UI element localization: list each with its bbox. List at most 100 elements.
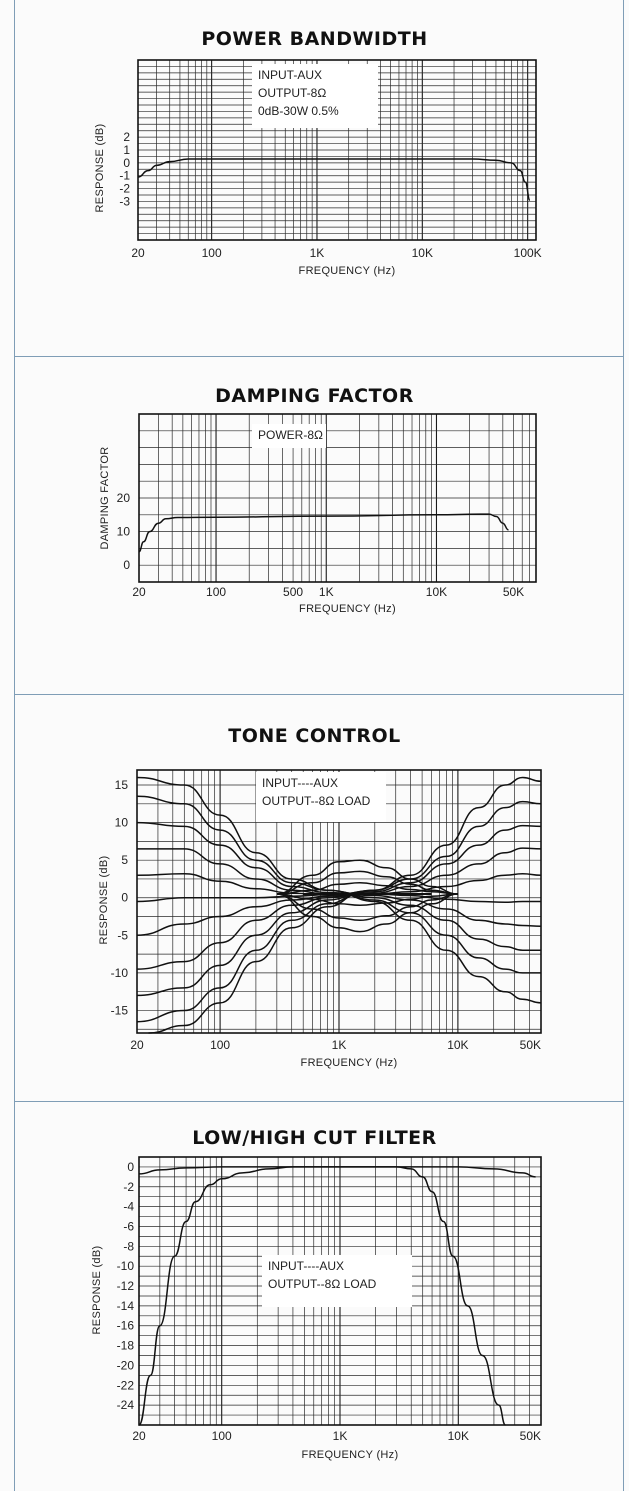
y-tick-label: -16	[117, 1319, 135, 1333]
y-tick-label: 10	[115, 816, 129, 830]
y-tick-label: 2	[123, 130, 130, 144]
annotation-text: 0dB-30W 0.5%	[258, 104, 339, 118]
y-axis-label: RESPONSE (dB)	[98, 856, 110, 945]
x-tick-label: 20	[130, 1038, 144, 1052]
y-tick-label: -15	[111, 1003, 129, 1017]
y-tick-label: -10	[117, 1259, 135, 1273]
page-right-rule	[623, 0, 624, 1491]
panel-divider	[14, 356, 624, 357]
y-tick-label: -18	[117, 1339, 135, 1353]
response-curve	[136, 821, 432, 895]
y-tick-label: 15	[115, 778, 129, 792]
y-tick-label: -2	[123, 1180, 134, 1194]
annotation-text: INPUT----AUX	[268, 1259, 344, 1273]
response-curve	[137, 158, 531, 201]
y-tick-label: 1	[123, 143, 130, 157]
annotation-text: OUTPUT--8Ω LOAD	[262, 794, 371, 808]
annotation-text: OUTPUT--8Ω LOAD	[268, 1277, 377, 1291]
power-bandwidth-title: POWER BANDWIDTH	[201, 28, 428, 50]
damping-factor-title: DAMPING FACTOR	[215, 385, 414, 407]
y-tick-label: -2	[119, 182, 130, 196]
y-tick-label: -1	[119, 169, 130, 183]
y-tick-label: 10	[117, 525, 131, 539]
annotation-box	[252, 424, 326, 448]
y-tick-label: 0	[123, 558, 130, 572]
x-tick-label: 500	[283, 585, 303, 599]
y-axis-label: DAMPING FACTOR	[99, 446, 111, 549]
panel-divider	[14, 694, 624, 695]
x-tick-label: 100K	[514, 246, 542, 260]
y-tick-label: -24	[117, 1398, 135, 1412]
response-curve	[276, 881, 458, 895]
y-tick-label: 0	[127, 1160, 134, 1174]
y-tick-label: -6	[123, 1219, 134, 1233]
annotation-box	[262, 1255, 412, 1307]
y-tick-label: 0	[123, 156, 130, 170]
response-curve	[138, 1166, 536, 1178]
response-curve	[138, 1166, 397, 1426]
y-tick-label: -3	[119, 194, 130, 208]
response-curve	[136, 893, 432, 1023]
y-tick-label: -12	[117, 1279, 135, 1293]
x-tick-label: 10K	[447, 1038, 468, 1052]
y-tick-label: 0	[121, 891, 128, 905]
y-tick-label: -10	[111, 966, 129, 980]
x-tick-label: 50K	[520, 1038, 541, 1052]
annotation-box	[252, 64, 378, 128]
response-curve	[276, 893, 458, 907]
x-axis-label: FREQUENCY (Hz)	[299, 603, 396, 615]
x-axis-label: FREQUENCY (Hz)	[301, 1057, 398, 1069]
response-curve	[276, 859, 458, 895]
chart-4-group: INPUT----AUX OUTPUT--8Ω LOAD 20 100 1K 10K 50K…	[91, 1156, 542, 1461]
tone-control-title: TONE CONTROL	[228, 725, 401, 747]
y-axis-label: RESPONSE (dB)	[94, 124, 106, 213]
x-tick-label: 1K	[310, 246, 325, 260]
response-curve	[138, 513, 509, 553]
response-curve	[276, 893, 458, 922]
x-tick-label: 1K	[332, 1038, 347, 1052]
y-tick-label: 20	[117, 491, 131, 505]
y-tick-label: -14	[117, 1299, 135, 1313]
x-tick-label: 20	[132, 1429, 146, 1443]
panel-divider	[14, 1101, 624, 1102]
x-axis-label: FREQUENCY (Hz)	[299, 265, 396, 277]
x-tick-label: 1K	[333, 1429, 348, 1443]
annotation-text: INPUT-AUX	[258, 68, 322, 82]
x-tick-label: 10K	[412, 246, 433, 260]
annotation-text: OUTPUT-8Ω	[258, 86, 326, 100]
x-tick-label: 20	[131, 246, 145, 260]
plot-frame	[138, 413, 537, 583]
y-tick-label: -22	[117, 1378, 135, 1392]
plot-frame	[138, 1156, 542, 1426]
annotation-text: POWER-8Ω	[258, 428, 323, 442]
x-tick-label: 100	[212, 1429, 232, 1443]
x-tick-label: 100	[202, 246, 222, 260]
y-tick-label: 5	[121, 853, 128, 867]
y-axis-label: RESPONSE (dB)	[91, 1246, 103, 1335]
response-curve	[303, 893, 542, 1004]
response-curve	[396, 1166, 507, 1426]
y-tick-label: -20	[117, 1358, 135, 1372]
response-curve	[276, 870, 458, 895]
plot-frame	[137, 59, 537, 241]
x-tick-label: 20	[132, 585, 146, 599]
x-tick-label: 1K	[319, 585, 334, 599]
annotation-box	[256, 772, 386, 822]
annotation-text: INPUT----AUX	[262, 776, 338, 790]
x-tick-label: 10K	[426, 585, 447, 599]
x-tick-label: 100	[210, 1038, 230, 1052]
y-tick-label: -8	[123, 1239, 134, 1253]
response-curve	[136, 893, 432, 997]
y-tick-label: -4	[123, 1200, 134, 1214]
low-high-cut-filter-title: LOW/HIGH CUT FILTER	[192, 1127, 437, 1149]
x-tick-label: 100	[206, 585, 226, 599]
x-tick-label: 50K	[520, 1429, 541, 1443]
page-left-rule	[14, 0, 15, 1491]
x-tick-label: 10K	[448, 1429, 469, 1443]
x-tick-label: 50K	[503, 585, 524, 599]
y-tick-label: -5	[117, 928, 128, 942]
